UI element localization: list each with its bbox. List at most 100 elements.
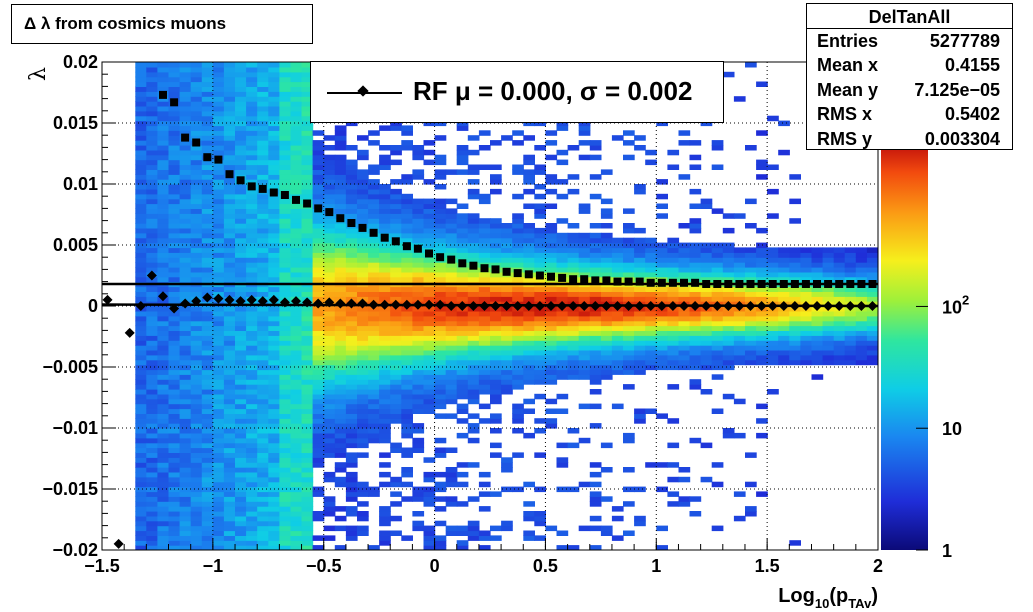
stats-row-rms-x: RMS x 0.5402	[817, 104, 1000, 125]
rms-point	[402, 242, 411, 251]
mean-point	[601, 301, 612, 311]
rms-point	[735, 280, 744, 288]
mean-point	[102, 294, 113, 305]
rms-point	[280, 191, 289, 199]
rms-point	[247, 182, 256, 191]
mean-point	[479, 301, 490, 311]
rms-point	[491, 265, 500, 274]
rms-point	[646, 278, 655, 287]
stats-row-entries: Entries 5277789	[817, 31, 1000, 51]
rms-point	[192, 138, 201, 147]
mean-point	[690, 301, 701, 311]
mean-point	[191, 296, 202, 307]
x-tick-label: −1	[203, 556, 224, 576]
mean-point	[446, 301, 457, 311]
rms-point	[380, 233, 389, 242]
mean-point	[523, 301, 534, 311]
rms-point	[170, 98, 179, 107]
rms-point	[569, 275, 578, 284]
rms-point	[868, 280, 877, 288]
y-axis: −0.02 −0.015 −0.01 −0.005 0 0.005 0.01 0.015 0.0…	[42, 52, 116, 560]
rms-point	[790, 280, 799, 288]
mean-point	[590, 301, 601, 311]
mean-point	[834, 301, 845, 311]
mean-point	[335, 298, 346, 309]
rms-point	[258, 184, 267, 193]
mean-point	[324, 297, 335, 308]
mean-point	[800, 301, 811, 311]
mean-point	[346, 298, 357, 309]
rms-point	[391, 237, 400, 246]
rms-point	[691, 278, 700, 287]
mean-point	[712, 301, 723, 311]
rms-point	[635, 277, 644, 286]
mean-point	[623, 301, 634, 311]
rms-point	[314, 204, 323, 213]
profile-markers	[102, 90, 878, 549]
mean-point	[268, 294, 279, 305]
x-tick-label: 1	[651, 556, 661, 576]
mean-point	[656, 301, 667, 311]
legend-marker	[357, 85, 369, 97]
y-axis-title: λ	[26, 67, 51, 81]
mean-point	[379, 299, 390, 310]
mean-point	[778, 301, 789, 311]
mean-point	[745, 301, 756, 311]
mean-point	[235, 296, 246, 307]
rms-point	[236, 176, 245, 185]
rms-point	[746, 280, 755, 288]
mean-point	[401, 299, 412, 310]
stats-row-rms-y: RMS y 0.003304	[817, 128, 1000, 149]
rms-point	[524, 270, 533, 279]
mean-point	[634, 301, 645, 311]
mean-point	[512, 301, 523, 311]
rms-point	[325, 208, 334, 217]
rms-point	[159, 90, 167, 99]
mean-point	[490, 301, 501, 311]
mean-point	[701, 301, 712, 311]
mean-point	[291, 296, 301, 307]
y-tick-label: −0.005	[42, 357, 98, 377]
rms-point	[801, 280, 810, 288]
rms-point	[447, 255, 456, 264]
mean-point	[645, 301, 656, 311]
stats-row-mean-y: Mean y 7.125e−05	[817, 79, 1000, 100]
rms-point	[269, 188, 278, 197]
rms-point	[624, 277, 633, 286]
rms-point	[480, 264, 489, 273]
mean-point	[146, 270, 157, 281]
colorbar-label: 10	[942, 419, 962, 439]
mean-point	[789, 301, 800, 311]
stats-box: DelTanAll Entries 5277789 Mean x 0.4155 Me…	[806, 3, 1013, 150]
mean-point	[612, 301, 623, 311]
x-tick-label: −0.5	[306, 556, 342, 576]
rms-point	[702, 280, 711, 288]
chart-title-box: Δ λ from cosmics muons	[11, 4, 313, 44]
mean-point	[213, 293, 224, 304]
mean-point	[135, 301, 146, 311]
rms-point	[347, 219, 356, 227]
rms-point	[768, 280, 777, 288]
x-tick-label: 2	[873, 556, 883, 576]
rms-point	[469, 261, 478, 270]
colorbar	[881, 148, 928, 550]
mean-point	[867, 301, 878, 311]
x-axis: −1.5 −1 −0.5 0 0.5 1 1.5 2	[84, 538, 883, 576]
rms-point	[535, 271, 544, 280]
mean-point	[368, 299, 379, 310]
mean-point	[845, 301, 856, 311]
rms-point	[835, 280, 844, 288]
y-tick-label: 0.005	[53, 235, 98, 255]
legend: RF μ = 0.000, σ = 0.002	[310, 61, 724, 123]
rms-point	[580, 275, 589, 284]
rms-point	[303, 199, 312, 208]
mean-point	[557, 301, 568, 311]
mean-point	[568, 301, 579, 311]
rms-point	[458, 259, 467, 268]
rms-point	[502, 267, 511, 276]
mean-point	[667, 301, 678, 311]
mean-point	[113, 538, 124, 549]
mean-point	[224, 294, 235, 305]
rms-point	[602, 276, 611, 285]
